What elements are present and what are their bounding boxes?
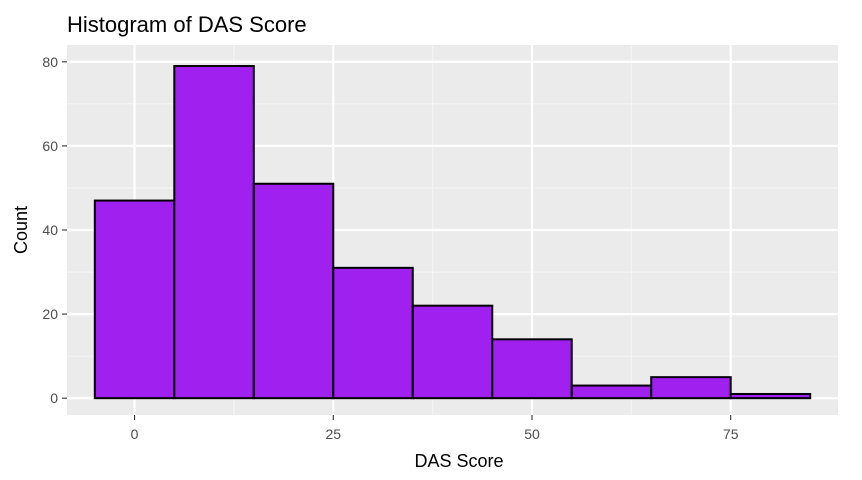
y-tick-label: 80 xyxy=(42,54,58,70)
y-tick-label: 20 xyxy=(42,306,58,322)
x-tick-label: 50 xyxy=(524,426,540,442)
histogram-bar xyxy=(173,65,255,400)
histogram-bars xyxy=(93,65,812,400)
y-tick-label: 40 xyxy=(42,222,58,238)
histogram-bar xyxy=(93,199,176,400)
chart-title: Histogram of DAS Score xyxy=(67,12,307,37)
histogram-bar xyxy=(332,266,414,400)
y-tick-label: 0 xyxy=(50,390,58,406)
histogram-bar xyxy=(491,338,573,400)
histogram-bar xyxy=(411,304,494,400)
x-axis-title: DAS Score xyxy=(414,451,503,471)
histogram-bar xyxy=(570,384,653,400)
histogram-bar xyxy=(729,392,812,400)
histogram-bar xyxy=(650,376,732,400)
y-axis: 0 20 40 60 80 xyxy=(42,54,67,406)
y-tick-label: 60 xyxy=(42,138,58,154)
x-tick-label: 0 xyxy=(131,426,139,442)
y-axis-title: Count xyxy=(11,206,31,254)
x-tick-label: 25 xyxy=(325,426,341,442)
x-tick-label: 75 xyxy=(723,426,739,442)
histogram-bar xyxy=(252,182,335,400)
x-axis: 0 25 50 75 xyxy=(131,415,739,442)
